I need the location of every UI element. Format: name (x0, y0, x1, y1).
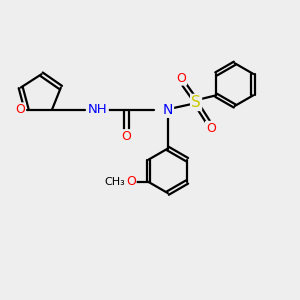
Text: O: O (121, 130, 131, 143)
Text: N: N (163, 103, 173, 117)
Text: O: O (15, 103, 25, 116)
Text: O: O (126, 176, 136, 188)
Text: S: S (191, 95, 201, 110)
Text: O: O (176, 72, 186, 85)
Text: NH: NH (88, 103, 108, 116)
Text: O: O (206, 122, 216, 135)
Text: CH₃: CH₃ (104, 177, 125, 187)
